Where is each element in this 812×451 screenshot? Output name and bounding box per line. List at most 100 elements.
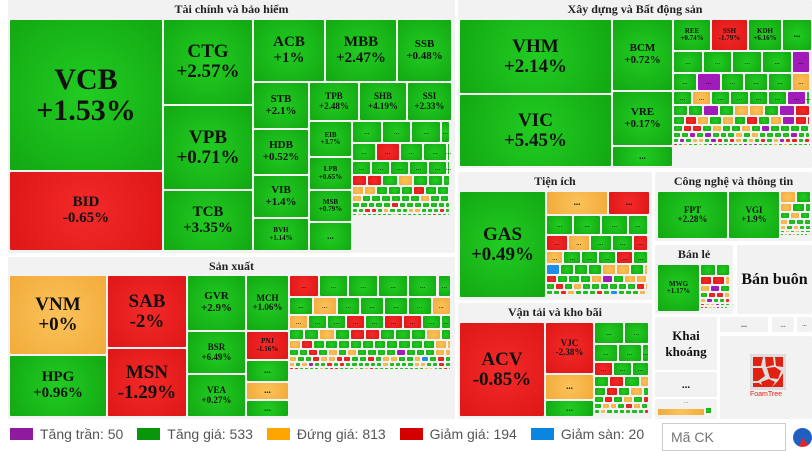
stock-tile[interactable]: [645, 265, 647, 273]
stock-tile[interactable]: [674, 139, 678, 142]
stock-tile[interactable]: [290, 368, 293, 370]
stock-tile[interactable]: [759, 117, 769, 124]
stock-tile[interactable]: [786, 231, 789, 233]
stock-tile[interactable]: [801, 234, 803, 235]
stock-tile[interactable]: [376, 203, 382, 207]
stock-tile[interactable]: [398, 214, 401, 216]
stock-tile[interactable]: [425, 368, 428, 370]
stock-tile[interactable]: [680, 139, 684, 142]
tile-gas[interactable]: GAS+0.49%: [460, 192, 545, 297]
stock-tile[interactable]: ...: [547, 252, 562, 263]
stock-tile[interactable]: [709, 307, 711, 308]
stock-tile[interactable]: [296, 363, 300, 366]
stock-tile[interactable]: [397, 209, 401, 212]
stock-tile[interactable]: [759, 144, 762, 146]
stock-tile[interactable]: [797, 234, 799, 235]
stock-tile[interactable]: [720, 106, 733, 115]
stock-tile[interactable]: [366, 330, 379, 339]
stock-tile[interactable]: [378, 214, 381, 216]
stock-tile[interactable]: [779, 144, 782, 146]
stock-tile[interactable]: [290, 341, 300, 348]
stock-tile[interactable]: [805, 139, 809, 142]
stock-tile[interactable]: [634, 397, 642, 402]
stock-tile[interactable]: [614, 276, 623, 282]
tile-vic[interactable]: VIC+5.45%: [460, 95, 611, 166]
stock-tile[interactable]: [410, 368, 413, 370]
stock-tile[interactable]: [637, 276, 646, 282]
stock-tile[interactable]: [709, 293, 715, 297]
stock-tile[interactable]: [302, 363, 306, 366]
stock-tile[interactable]: [801, 126, 809, 131]
stock-tile[interactable]: [365, 363, 369, 366]
stock-tile[interactable]: [797, 192, 810, 202]
stock-tile[interactable]: [592, 276, 601, 282]
stock-tile[interactable]: [368, 350, 376, 355]
stock-tile[interactable]: [575, 265, 587, 273]
tile-msn[interactable]: MSN-1.29%: [108, 349, 186, 416]
stock-tile[interactable]: [375, 368, 378, 370]
stock-tile[interactable]: [774, 144, 777, 146]
tile-ree[interactable]: REE+0.74%: [674, 20, 710, 50]
sector-more[interactable]: ...: [655, 399, 717, 419]
stock-tile[interactable]: [569, 276, 578, 282]
stock-tile[interactable]: [390, 363, 394, 366]
stock-tile[interactable]: [725, 307, 727, 308]
stock-tile[interactable]: [583, 291, 588, 294]
stock-tile[interactable]: [547, 291, 552, 294]
stock-tile[interactable]: ...: [314, 298, 336, 314]
stock-tile[interactable]: ...: [733, 52, 761, 72]
stock-tile[interactable]: [774, 139, 778, 142]
stock-tile[interactable]: [361, 203, 367, 207]
stock-tile[interactable]: [705, 307, 707, 308]
stock-tile[interactable]: [595, 377, 608, 386]
stock-tile[interactable]: [704, 144, 707, 146]
stock-tile[interactable]: [442, 330, 450, 339]
tile-kdh[interactable]: KDH+6.16%: [749, 20, 781, 50]
stock-tile[interactable]: [382, 196, 390, 201]
stock-tile[interactable]: [631, 265, 643, 273]
stock-tile[interactable]: [321, 357, 327, 361]
stock-tile[interactable]: [402, 187, 412, 194]
stock-tile[interactable]: [744, 144, 747, 146]
stock-tile[interactable]: ...: [290, 316, 307, 328]
stock-tile[interactable]: [619, 388, 629, 395]
stock-tile[interactable]: [430, 368, 433, 370]
stock-tile[interactable]: [369, 203, 375, 207]
stock-tile[interactable]: ...: [290, 276, 318, 296]
stock-tile[interactable]: [764, 144, 767, 146]
stock-tile[interactable]: [674, 126, 682, 131]
stock-tile[interactable]: [703, 126, 711, 131]
stock-tile[interactable]: [625, 276, 634, 282]
stock-tile[interactable]: [595, 397, 603, 402]
stock-tile[interactable]: [742, 126, 750, 131]
stock-tile[interactable]: [769, 144, 772, 146]
stock-tile[interactable]: ...: [693, 92, 710, 104]
tile-mch[interactable]: MCH+1.06%: [247, 276, 288, 330]
stock-tile[interactable]: [761, 139, 765, 142]
tile-acb[interactable]: ACB+1%: [254, 20, 324, 81]
stock-tile[interactable]: ...: [807, 92, 809, 104]
stock-tile[interactable]: ...: [423, 316, 440, 328]
stock-tile[interactable]: [439, 368, 442, 370]
stock-tile[interactable]: [646, 284, 647, 289]
tile-shb[interactable]: SHB+4.19%: [360, 83, 406, 120]
stock-tile[interactable]: [644, 388, 648, 395]
stock-tile[interactable]: [335, 368, 338, 370]
stock-tile[interactable]: [589, 265, 601, 273]
stock-tile[interactable]: [326, 341, 336, 348]
stock-tile[interactable]: [444, 368, 447, 370]
stock-tile[interactable]: [574, 284, 581, 289]
stock-tile[interactable]: [736, 133, 742, 137]
stock-tile[interactable]: [713, 307, 715, 308]
stock-tile[interactable]: [767, 139, 771, 142]
stock-tile[interactable]: [353, 187, 363, 194]
stock-tile[interactable]: [781, 226, 785, 229]
stock-tile[interactable]: ...: [409, 298, 431, 314]
stock-tile[interactable]: [313, 357, 319, 361]
stock-tile[interactable]: [370, 368, 373, 370]
tile-acv[interactable]: ACV-0.85%: [460, 323, 544, 416]
stock-tile[interactable]: [781, 234, 783, 235]
stock-tile[interactable]: [448, 341, 450, 348]
stock-tile[interactable]: [391, 357, 397, 361]
stock-tile[interactable]: [387, 341, 397, 348]
